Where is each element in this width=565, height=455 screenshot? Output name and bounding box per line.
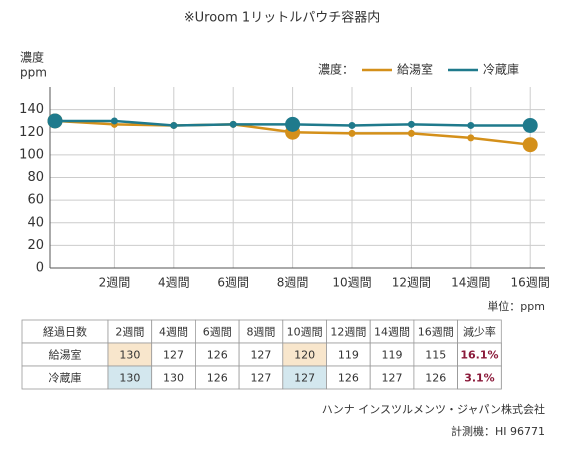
y-tick-label: 80 — [27, 170, 44, 185]
table-text: 減少率 — [463, 325, 496, 339]
table-text: 120 — [294, 349, 315, 362]
data-point — [522, 137, 538, 153]
table-text: 6週間 — [203, 326, 232, 339]
table-text: 127 — [250, 349, 271, 362]
x-tick-label: 16週間 — [511, 276, 550, 290]
table-text: 119 — [382, 349, 403, 362]
table-text: 127 — [294, 372, 315, 385]
y-tick-label: 60 — [27, 193, 44, 208]
data-point — [407, 120, 415, 128]
footer: ハンナ インスツルメンツ・ジャパン株式会社 — [322, 402, 545, 416]
table-text: 115 — [425, 349, 446, 362]
data-point — [110, 117, 118, 125]
x-tick-label: 6週間 — [217, 276, 249, 290]
data-point — [285, 116, 301, 132]
table-text: 2週間 — [115, 326, 144, 339]
chart-title: ※Uroom 1リットルパウチ容器内 — [184, 10, 380, 26]
y-tick-label: 40 — [27, 215, 44, 230]
table-text: 冷蔵庫 — [49, 371, 82, 385]
y-tick-label: 100 — [19, 147, 44, 162]
table-cell — [457, 365, 502, 390]
legend-label: 冷蔵庫 — [483, 63, 519, 77]
table-text: 130 — [119, 349, 140, 362]
table-text: 127 — [250, 372, 271, 385]
table-text: 126 — [425, 372, 446, 385]
x-tick-label: 12週間 — [392, 276, 431, 290]
x-tick-label: 14週間 — [451, 276, 490, 290]
data-point — [467, 121, 475, 129]
data-point — [348, 129, 356, 137]
y-label: ppm — [20, 66, 47, 80]
y-label: 濃度 — [20, 50, 44, 65]
data-point — [348, 121, 356, 129]
table-text: 126 — [207, 349, 228, 362]
table-text: 14週間 — [374, 326, 410, 339]
x-tick-label: 2週間 — [99, 276, 131, 290]
unit: 単位：ppm — [487, 299, 545, 313]
table-text: 119 — [338, 349, 359, 362]
table-text: 127 — [163, 349, 184, 362]
table-text: 8週間 — [246, 326, 275, 339]
y-tick-label: 140 — [19, 102, 44, 117]
legend-label: 給湯室 — [397, 62, 433, 77]
table-text: 126 — [338, 372, 359, 385]
table-text: 126 — [207, 372, 228, 385]
table-text: 16.1% — [460, 349, 498, 362]
data-point — [522, 117, 538, 133]
y-tick-label: 0 — [36, 261, 44, 276]
data-point — [467, 134, 475, 142]
data-point — [47, 113, 63, 129]
data-point — [170, 121, 178, 129]
table-text: 12週間 — [330, 326, 366, 339]
table-text: 3.1% — [464, 372, 495, 385]
table-text: 10週間 — [287, 326, 323, 339]
x-tick-label: 8週間 — [277, 276, 309, 290]
y-tick-label: 120 — [19, 125, 44, 140]
table-text: 130 — [163, 372, 184, 385]
footer: 計測機：HI 96771 — [451, 424, 545, 438]
table-text: 16週間 — [418, 326, 454, 339]
table-text: 130 — [119, 372, 140, 385]
x-tick-label: 10週間 — [332, 276, 371, 290]
data-point — [229, 120, 237, 128]
x-tick-label: 4週間 — [158, 276, 190, 290]
table-text: 給湯室 — [49, 348, 82, 362]
legend-title: 濃度： — [318, 62, 354, 77]
table-text: 127 — [382, 372, 403, 385]
table-text: 経過日数 — [43, 326, 87, 339]
data-point — [407, 129, 415, 137]
table-text: 4週間 — [159, 326, 188, 339]
y-tick-label: 20 — [27, 238, 44, 253]
